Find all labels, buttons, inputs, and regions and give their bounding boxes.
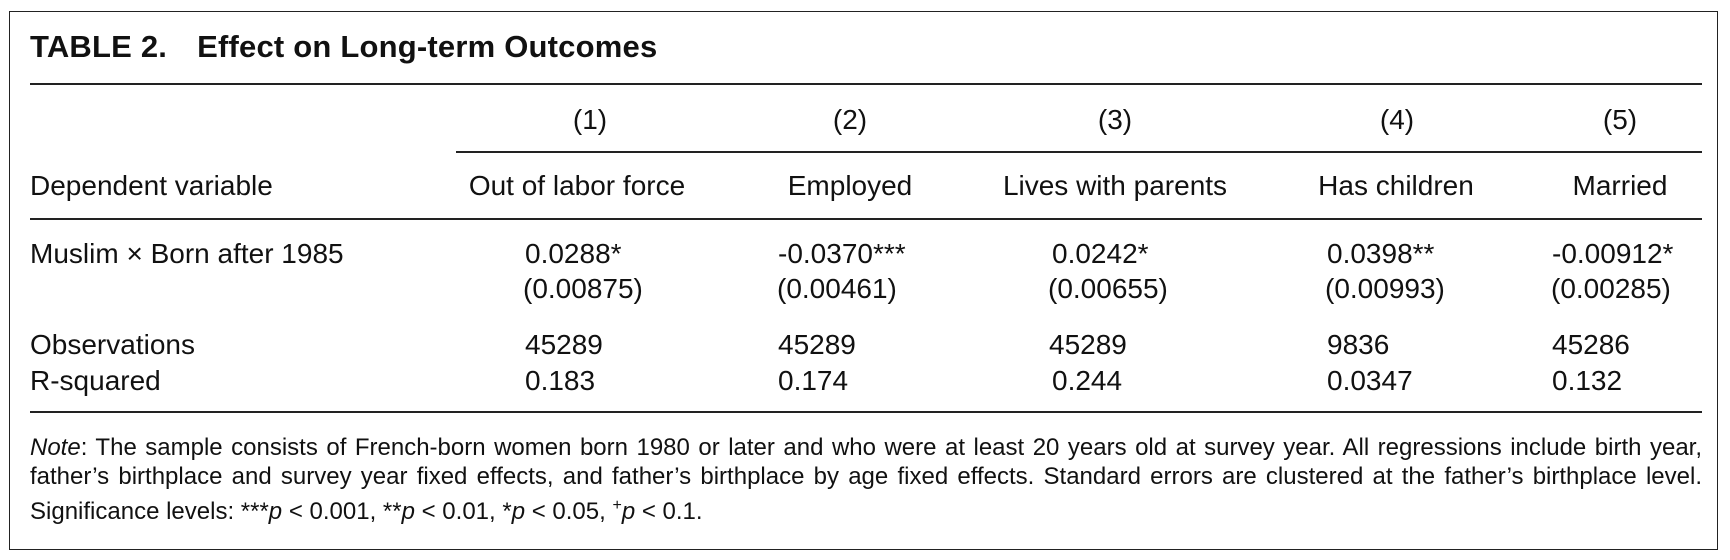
sig-stars-3: * bbox=[502, 498, 512, 525]
sig-rest-2: < 0.01, bbox=[414, 498, 503, 525]
r-squared-cell: 0.132 bbox=[1552, 365, 1623, 396]
sig-stars-4: + bbox=[612, 497, 622, 514]
observations-cell: 9836 bbox=[1327, 329, 1390, 360]
std-error-cell: (0.00993) bbox=[1325, 273, 1445, 304]
sig-rest-4: < 0.1. bbox=[635, 498, 703, 525]
r-squared-cell: 0.183 bbox=[525, 365, 596, 396]
observations-cell: 45286 bbox=[1552, 329, 1630, 360]
observations-cell: 45289 bbox=[1049, 329, 1127, 360]
column-header-2: Employed bbox=[787, 170, 913, 201]
table-label: TABLE 2. bbox=[30, 29, 168, 64]
column-header-5: Married bbox=[1572, 170, 1668, 201]
sig-rest-3: < 0.05, bbox=[525, 498, 613, 525]
column-header-4: Has children bbox=[1318, 170, 1474, 201]
sig-p-4: p bbox=[621, 498, 636, 525]
observations-cell: 45289 bbox=[778, 329, 856, 360]
r-squared-cell: 0.244 bbox=[1052, 365, 1123, 396]
note-text: : The sample consists of French-born wom… bbox=[30, 434, 1702, 525]
column-header-3: Lives with parents bbox=[1002, 170, 1228, 201]
top-rule bbox=[30, 83, 1702, 85]
column-number-1: (1) bbox=[572, 104, 608, 135]
row-header-label: Dependent variable bbox=[30, 170, 273, 201]
column-number-2: (2) bbox=[832, 104, 868, 135]
column-header-1: Out of labor force bbox=[468, 170, 686, 201]
row-label-observations: Observations bbox=[30, 329, 195, 360]
column-number-4: (4) bbox=[1379, 104, 1415, 135]
sig-p-1: p bbox=[268, 498, 283, 525]
observations-cell: 45289 bbox=[525, 329, 603, 360]
bottom-rule bbox=[30, 411, 1702, 413]
std-error-cell: (0.00285) bbox=[1551, 273, 1671, 304]
row-label-r-squared: R-squared bbox=[30, 365, 161, 396]
column-number-3: (3) bbox=[1097, 104, 1133, 135]
column-number-5: (5) bbox=[1602, 104, 1638, 135]
note-label: Note bbox=[30, 434, 81, 461]
coefficient-cell: 0.0242* bbox=[1052, 238, 1149, 269]
table-frame bbox=[9, 11, 1718, 550]
coefficient-cell: 0.0398** bbox=[1327, 238, 1435, 269]
std-error-cell: (0.00461) bbox=[777, 273, 897, 304]
coefficient-cell: -0.0370*** bbox=[778, 238, 906, 269]
coefficient-cell: 0.0288* bbox=[525, 238, 622, 269]
coefficient-cell: -0.00912* bbox=[1552, 238, 1674, 269]
table-title-text: Effect on Long-term Outcomes bbox=[197, 29, 658, 64]
table-title: TABLE 2. Effect on Long-term Outcomes bbox=[30, 29, 657, 65]
sig-rest-1: < 0.001, bbox=[282, 498, 383, 525]
std-error-cell: (0.00875) bbox=[523, 273, 643, 304]
std-error-cell: (0.00655) bbox=[1048, 273, 1168, 304]
r-squared-cell: 0.0347 bbox=[1327, 365, 1413, 396]
table-note: Note: The sample consists of French-born… bbox=[30, 433, 1702, 526]
r-squared-cell: 0.174 bbox=[778, 365, 849, 396]
sig-stars-2: ** bbox=[382, 498, 402, 525]
column-number-rule bbox=[456, 151, 1702, 153]
row-label-muslim-born-after-1985: Muslim × Born after 1985 bbox=[30, 238, 344, 269]
header-rule bbox=[30, 218, 1702, 220]
sig-p-3: p bbox=[511, 498, 526, 525]
sig-p-2: p bbox=[401, 498, 415, 525]
